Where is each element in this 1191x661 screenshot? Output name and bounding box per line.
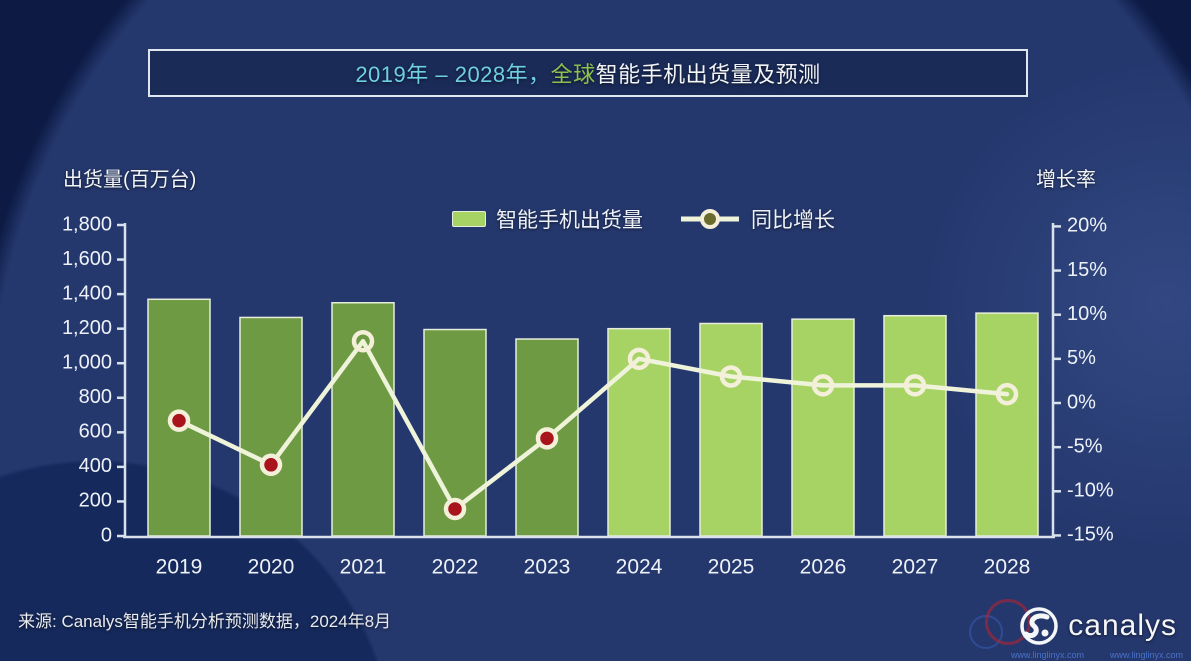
watermark-url-left: www.linglinyx.com — [1010, 650, 1084, 660]
bar-2025 — [699, 322, 763, 537]
x-axis-label-2023: 2023 — [524, 556, 571, 579]
x-axis-label-2021: 2021 — [340, 556, 387, 579]
left-axis-tick-label: 600 — [79, 421, 112, 443]
watermark-urls: www.linglinyx.com www.linglinyx.com — [1011, 650, 1183, 660]
growth-marker-2027 — [903, 374, 927, 397]
left-axis-tick-label: 0 — [101, 524, 112, 546]
bar-2020 — [239, 316, 303, 537]
growth-line — [176, 338, 1010, 512]
legend-bar-label: 智能手机出货量 — [496, 209, 643, 232]
bar-2026 — [791, 318, 855, 537]
canalys-logo: canalys — [1018, 605, 1177, 647]
growth-marker-2024 — [627, 347, 651, 371]
left-axis-tick-label: 1,600 — [62, 248, 112, 270]
left-axis-tick-label: 400 — [79, 455, 112, 477]
title-year-range: 2019年 – 2028年， — [355, 62, 551, 87]
x-axis-label-2026: 2026 — [800, 556, 847, 579]
left-axis-tick-label: 800 — [79, 386, 112, 408]
x-axis-label-2024: 2024 — [616, 556, 663, 579]
legend: 智能手机出货量 同比增长 — [452, 203, 835, 235]
bar-2027 — [883, 314, 947, 537]
canalys-logo-text: canalys — [1068, 609, 1177, 642]
bar-2021 — [331, 302, 395, 537]
left-axis-tick-label: 1,800 — [62, 213, 112, 235]
growth-marker-2019 — [167, 409, 191, 432]
x-axis-label-2020: 2020 — [248, 556, 295, 579]
left-axis-tick-label: 1,000 — [62, 352, 112, 374]
watermark-red-ring — [985, 599, 1031, 645]
x-axis-label-2022: 2022 — [432, 556, 479, 579]
growth-marker-2020 — [259, 453, 283, 477]
growth-marker-2022 — [443, 497, 467, 521]
right-axis-tick-label: 5% — [1067, 347, 1096, 369]
growth-marker-2021 — [351, 329, 375, 353]
legend-line-marker-icon — [681, 209, 739, 229]
bar-2028 — [975, 312, 1039, 537]
legend-bar-swatch — [452, 211, 486, 227]
right-axis-tick-label: 15% — [1067, 259, 1107, 281]
right-axis-tick-label: -5% — [1067, 435, 1103, 457]
x-axis-label-2025: 2025 — [708, 556, 755, 579]
left-axis-title: 出货量(百万台) — [63, 169, 197, 191]
growth-marker-2028 — [995, 382, 1019, 406]
source-text: 来源: Canalys智能手机分析预测数据，2024年8月 — [18, 612, 392, 631]
right-axis-tick-label: 10% — [1067, 303, 1107, 325]
left-axis-tick-label: 1,400 — [62, 282, 112, 304]
left-axis-tick-label: 200 — [79, 490, 112, 512]
title-rest: 智能手机出货量及预测 — [595, 62, 821, 87]
watermark-url-right: www.linglinyx.com — [1109, 650, 1183, 660]
x-axis-label-2027: 2027 — [892, 556, 939, 579]
canalys-logo-icon — [1020, 607, 1059, 645]
right-axis-tick-label: -15% — [1067, 524, 1114, 546]
legend-line-label: 同比增长 — [751, 209, 835, 232]
right-axis-tick-label: 20% — [1067, 215, 1107, 237]
right-axis-tick-label: 0% — [1067, 391, 1096, 413]
x-axis-label-2019: 2019 — [156, 556, 203, 579]
chart-title-box: 2019年 – 2028年，全球智能手机出货量及预测 — [148, 49, 1028, 97]
left-axis-tick-label: 1,200 — [62, 317, 112, 339]
right-axis-tick-label: -10% — [1067, 480, 1114, 502]
right-axis-title: 增长率 — [1036, 169, 1096, 191]
x-axis-label-2028: 2028 — [984, 556, 1031, 579]
growth-marker-2025 — [719, 365, 743, 388]
growth-marker-2026 — [811, 374, 835, 397]
growth-marker-2023 — [535, 427, 559, 450]
title-highlight: 全球 — [550, 62, 596, 87]
